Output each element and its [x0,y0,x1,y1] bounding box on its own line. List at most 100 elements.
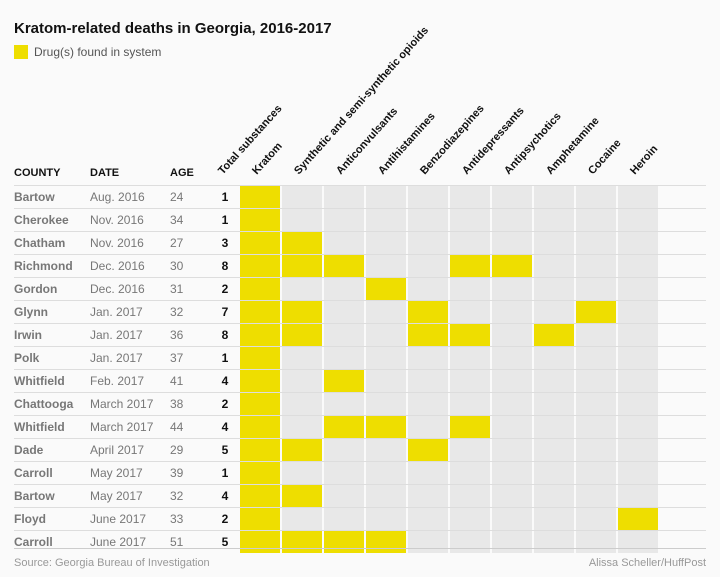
cell-drug [490,324,532,346]
table-row: CarrollMay 2017391 [14,461,706,484]
cell-drug [280,301,322,323]
header-drug: Benzodiazepines [406,179,448,185]
header-drug: Antihistamines [364,179,406,185]
header-drug: Amphetamine [532,179,574,185]
cell-date: March 2017 [90,393,170,415]
table-row: FloydJune 2017332 [14,507,706,530]
chart-title: Kratom-related deaths in Georgia, 2016-2… [14,20,706,37]
cell-drug [448,416,490,438]
cell-drug [490,508,532,530]
table-body: BartowAug. 2016241CherokeeNov. 2016341Ch… [14,185,706,553]
cell-drug [238,485,280,507]
cell-drug [532,393,574,415]
cell-drug [322,508,364,530]
cell-drug [532,508,574,530]
cell-drug [616,347,658,369]
cell-total: 2 [212,278,238,300]
cell-drug [322,416,364,438]
cell-county: Whitfield [14,370,90,392]
cell-drug [364,416,406,438]
cell-drug [364,370,406,392]
cell-county: Bartow [14,485,90,507]
cell-date: May 2017 [90,462,170,484]
cell-drug [490,255,532,277]
cell-drug [364,301,406,323]
header-drug: Antipsychotics [490,179,532,185]
cell-drug [280,393,322,415]
cell-drug [490,186,532,208]
cell-drug [322,232,364,254]
cell-drug [532,370,574,392]
cell-drug [322,278,364,300]
cell-total: 3 [212,232,238,254]
header-total-label: Total substances [216,103,285,177]
cell-drug [280,462,322,484]
cell-drug [322,209,364,231]
cell-age: 38 [170,393,212,415]
cell-drug [322,462,364,484]
cell-drug [574,485,616,507]
cell-age: 30 [170,255,212,277]
cell-drug [448,508,490,530]
table-header: COUNTY DATE AGE Total substances KratomS… [14,65,706,185]
header-drug-label: Kratom [250,140,285,177]
cell-drug [532,255,574,277]
header-county: COUNTY [14,167,90,185]
cell-county: Gordon [14,278,90,300]
cell-drug [616,255,658,277]
cell-drug [406,324,448,346]
cell-drug [616,485,658,507]
table-row: BartowMay 2017324 [14,484,706,507]
cell-drug [406,278,448,300]
cell-age: 41 [170,370,212,392]
cell-county: Dade [14,439,90,461]
cell-drug [448,370,490,392]
cell-drug [448,485,490,507]
table-row: ChathamNov. 2016273 [14,231,706,254]
header-drug-label: Cocaine [586,137,624,177]
cell-age: 37 [170,347,212,369]
cell-drug [364,186,406,208]
cell-drug [364,439,406,461]
header-drug: Anticonvulsants [322,179,364,185]
cell-drug [406,301,448,323]
legend-label: Drug(s) found in system [34,45,161,59]
cell-drug [280,485,322,507]
cell-date: Jan. 2017 [90,347,170,369]
cell-drug [364,324,406,346]
cell-drug [490,462,532,484]
cell-drug [532,209,574,231]
cell-drug [280,347,322,369]
cell-drug [532,186,574,208]
cell-drug [406,439,448,461]
cell-drug [406,462,448,484]
cell-total: 1 [212,347,238,369]
cell-drug [532,232,574,254]
cell-drug [490,370,532,392]
credit-text: Alissa Scheller/HuffPost [589,557,706,569]
cell-age: 29 [170,439,212,461]
cell-drug [574,232,616,254]
cell-total: 4 [212,416,238,438]
cell-drug [406,209,448,231]
cell-drug [280,508,322,530]
cell-total: 8 [212,255,238,277]
cell-drug [574,439,616,461]
header-total: Total substances [212,179,238,185]
cell-drug [238,278,280,300]
cell-drug [322,393,364,415]
table-row: IrwinJan. 2017368 [14,323,706,346]
cell-drug [532,301,574,323]
cell-drug [532,416,574,438]
cell-drug [322,485,364,507]
cell-county: Chattooga [14,393,90,415]
cell-drug [532,347,574,369]
cell-date: Jan. 2017 [90,324,170,346]
cell-drug [364,462,406,484]
chart-footer: Source: Georgia Bureau of Investigation … [14,548,706,569]
cell-drug [490,347,532,369]
cell-drug [238,186,280,208]
cell-drug [448,209,490,231]
cell-drug [490,278,532,300]
cell-total: 4 [212,370,238,392]
